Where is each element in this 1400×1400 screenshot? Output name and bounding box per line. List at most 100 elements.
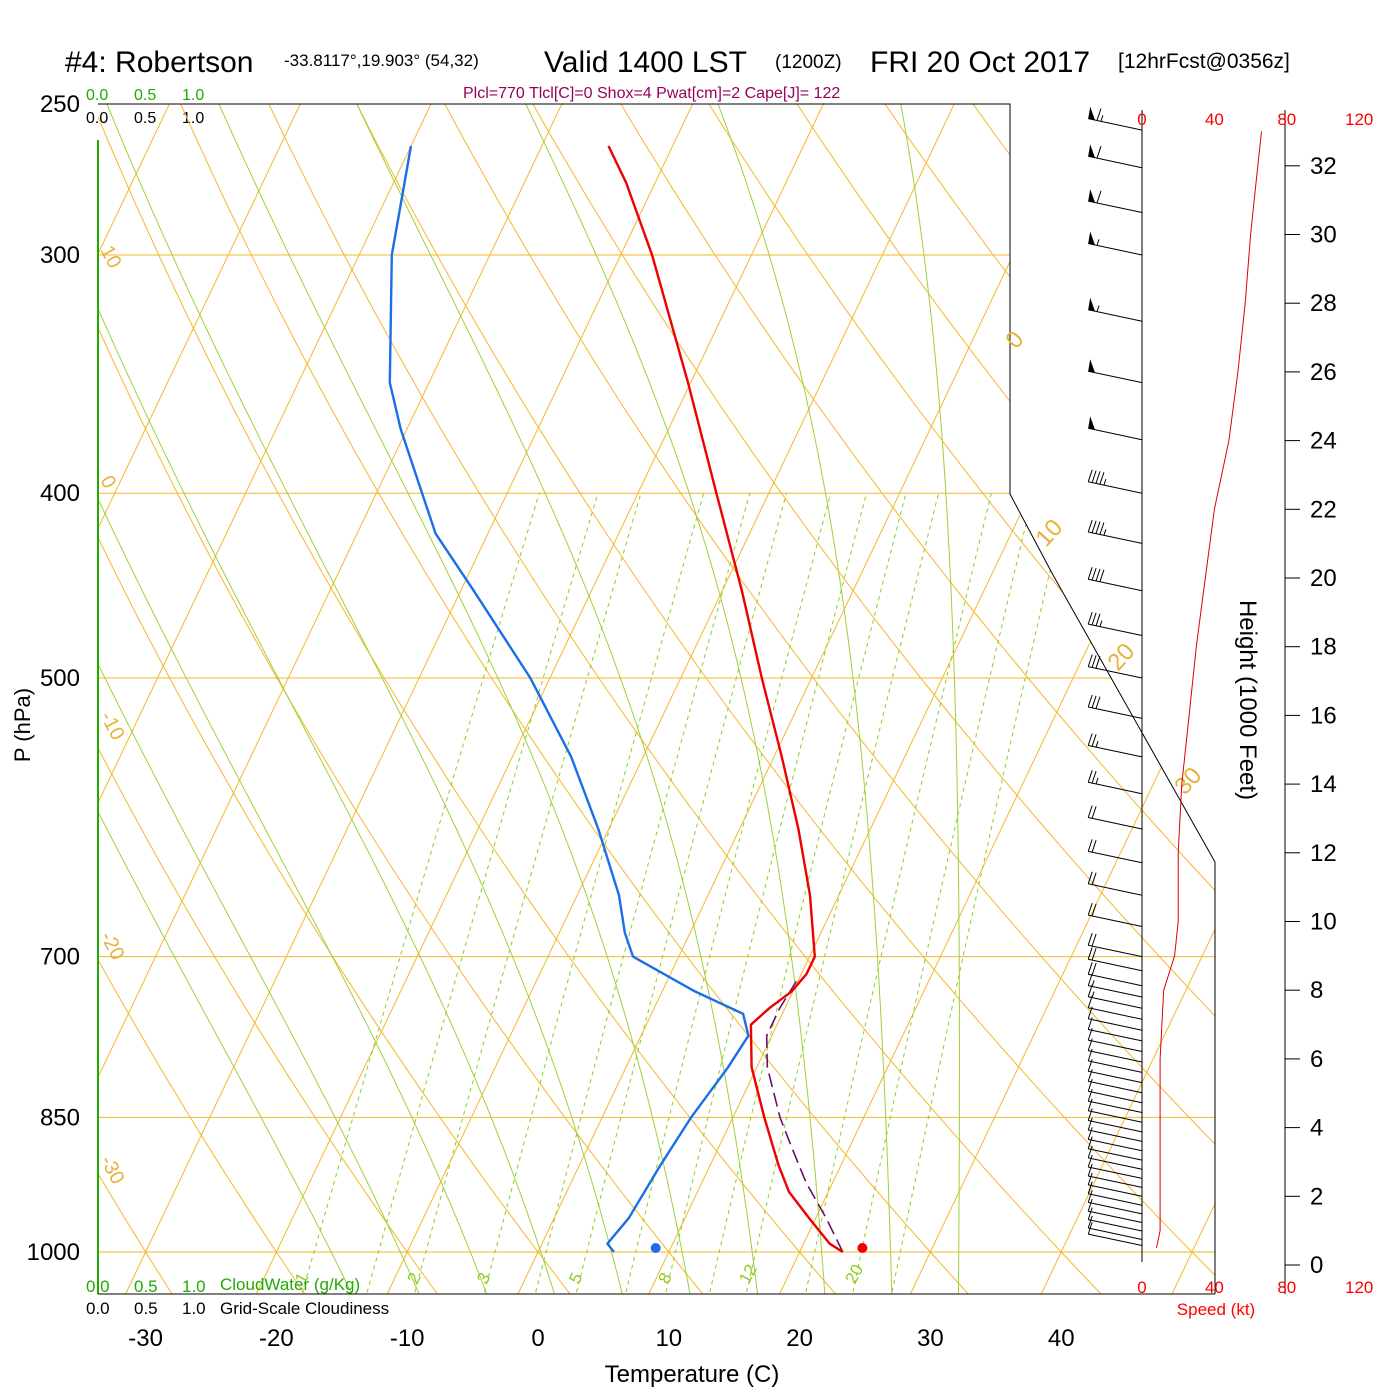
moist-adiabat-35 [893,104,960,1294]
wind-barb-full [1095,568,1101,582]
wind-barb-full [1087,1108,1093,1121]
wind-barb-shaft [1088,996,1143,1009]
mixing-ratio-minor [883,493,1069,1294]
wind-barb-half [1096,239,1100,246]
wind-barb-full [1091,840,1097,853]
height-label-8: 8 [1310,977,1323,1004]
cloud-scale-bottom-2: 1.0 [182,1277,206,1296]
mixing-ratio-label: 5 [565,1270,586,1287]
wind-barb-shaft [1088,985,1143,998]
wind-barb-full [1099,522,1105,535]
plot-frame [98,103,1216,1294]
cloudiness-scale-top-0: 0.0 [86,110,108,127]
wind-barb [1087,871,1143,896]
wind-barb [1087,1215,1143,1240]
height-label-20: 20 [1310,565,1337,592]
wind-barb-shaft [1088,155,1143,169]
wind-barb [1087,1127,1143,1152]
dry-adiabat-110 [861,104,1215,1294]
wind-barb-flag [1088,106,1095,121]
isobar-lines [98,254,1215,1253]
wind-barb-full [1096,146,1102,159]
adiabat-label: 10 [1030,514,1068,552]
wind-barb-shaft [1088,1201,1143,1215]
wind-barb [1087,902,1143,927]
mixing-ratio-label: 20 [842,1261,868,1287]
wind-barb-shaft [1088,706,1143,719]
wind-barb-shaft [1088,427,1143,441]
wind-barb-shaft [1088,118,1143,131]
wind-barb-shaft [1088,781,1143,795]
wind-barb [1087,1108,1143,1133]
title-valid: Valid 1400 LST [544,46,747,79]
moist-adiabat-10 [98,104,632,1294]
wind-barb-shaft [1088,1039,1143,1052]
moist-adiabat-15 [203,104,698,1294]
cloudiness-scale-bottom-2: 1.0 [182,1299,206,1318]
wind-barb-shaft [1088,1029,1143,1042]
cloudwater-label: CloudWater (g/Kg) [220,1275,360,1294]
height-label-18: 18 [1310,634,1337,661]
wind-barb-full [1099,569,1105,582]
wind-barb-full [1087,611,1093,625]
wind-barb-full [1087,519,1093,533]
wind-barb-full [1091,470,1097,483]
wind-barb-full [1091,655,1097,668]
wind-barb-shaft [1088,958,1143,972]
title-coords: -33.8117°,19.903° (54,32) [284,51,479,70]
speed-label-top-0: 0 [1137,110,1146,129]
height-label-22: 22 [1310,496,1337,523]
adiabat-label: 0 [1000,326,1029,354]
wind-barb-full [1096,108,1102,121]
wind-barb [1087,694,1143,719]
speed-axis-label: Speed (kt) [1177,1300,1255,1319]
wind-barb-shaft [1088,1157,1143,1170]
isotherm-60 [1285,70,1400,1331]
wind-speed-profile-line [1156,131,1262,1248]
wind-barb-half [1103,529,1107,536]
title-fcst: [12hrFcst@0356z] [1118,50,1290,73]
cloud-scale-top-2: 1.0 [182,87,204,104]
dry-adiabat-50 [339,104,1215,1294]
temp-label--10: -10 [390,1325,425,1352]
wind-barb-shaft [1088,944,1143,958]
wind-barb-full [1095,521,1101,534]
temp-label-0: 0 [531,1325,544,1352]
wind-barb [1087,469,1143,494]
wind-barb-full [1087,1154,1093,1168]
moist-adiabat-20 [340,104,763,1294]
cloudiness-scale-top-2: 1.0 [182,110,204,127]
dry-adiabat-40 [252,104,1138,1294]
speed-label-top-80: 80 [1277,110,1296,129]
temp-label-30: 30 [917,1325,944,1352]
wind-barb [1088,359,1143,384]
wind-barb-shaft [1088,1175,1143,1188]
cloudiness-scale-bottom-1: 0.5 [134,1299,158,1318]
wind-barb-shaft [1088,623,1143,636]
wind-barb [1087,733,1143,758]
temperature-profile-line [607,145,844,1254]
moist-adiabat-5 [98,104,567,1294]
wind-barb-full [1087,733,1093,746]
wind-barb-shaft [1088,1007,1143,1020]
dry-adiabat-120 [948,104,1215,1294]
wind-barb [1087,1069,1143,1094]
wind-barb-shaft [1088,817,1143,830]
x-axis-label: Temperature (C) [605,1361,780,1388]
wind-barb-flag [1088,144,1095,158]
wind-barb-shaft [1088,1233,1143,1246]
wind-barb-shaft [1088,1080,1143,1094]
wind-barb-shaft [1088,1120,1143,1133]
wind-barb-full [1091,612,1097,626]
wind-barb-shaft [1088,1166,1143,1179]
wind-barb-full [1087,839,1093,852]
wind-barb-shaft [1088,973,1143,987]
wind-barb-full [1091,806,1097,819]
wind-barb-shaft [1088,1138,1143,1152]
cloud-scale-top-1: 0.5 [134,87,156,104]
temp-label-40: 40 [1048,1325,1075,1352]
speed-label-bottom-80: 80 [1277,1278,1296,1297]
wind-barb-half [1091,980,1095,987]
wind-barb-full [1087,1079,1093,1092]
dry-adiabat--10 [98,104,466,1294]
